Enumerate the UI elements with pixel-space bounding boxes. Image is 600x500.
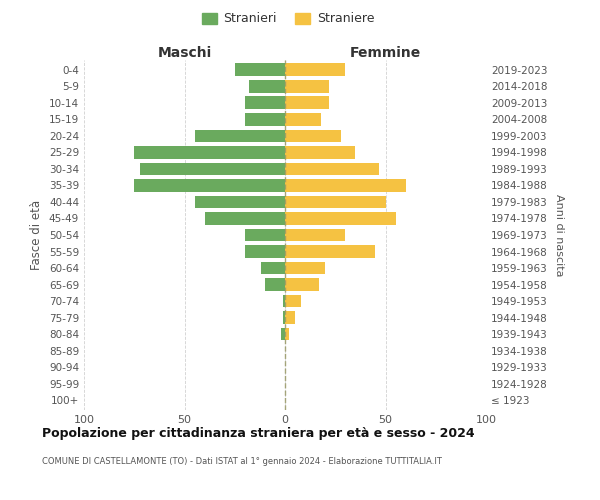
Bar (285, 311, 295, 324)
Bar (265, 278, 285, 291)
Bar (134, 146, 285, 159)
Bar (285, 328, 289, 340)
Bar (235, 64, 285, 76)
Bar (285, 80, 329, 93)
Bar (283, 294, 285, 308)
Bar (285, 262, 325, 274)
Bar (285, 162, 379, 175)
Bar (285, 212, 395, 225)
Bar (285, 96, 329, 110)
Bar (245, 113, 285, 126)
Bar (285, 294, 301, 308)
Text: Popolazione per cittadinanza straniera per età e sesso - 2024: Popolazione per cittadinanza straniera p… (42, 428, 475, 440)
Bar (140, 162, 285, 175)
Bar (245, 228, 285, 241)
Bar (285, 278, 319, 291)
Bar (285, 64, 346, 76)
Bar (285, 196, 386, 208)
Bar (249, 80, 285, 93)
Legend: Stranieri, Straniere: Stranieri, Straniere (198, 8, 378, 29)
Text: Femmine: Femmine (350, 46, 421, 60)
Bar (194, 196, 285, 208)
Bar (261, 262, 285, 274)
Bar (285, 228, 346, 241)
Bar (285, 130, 341, 142)
Bar (205, 212, 285, 225)
Text: COMUNE DI CASTELLAMONTE (TO) - Dati ISTAT al 1° gennaio 2024 - Elaborazione TUTT: COMUNE DI CASTELLAMONTE (TO) - Dati ISTA… (42, 458, 442, 466)
Bar (283, 311, 285, 324)
Bar (134, 179, 285, 192)
Bar (285, 113, 321, 126)
Bar (285, 245, 376, 258)
Bar (281, 328, 285, 340)
Y-axis label: Anni di nascita: Anni di nascita (554, 194, 564, 276)
Bar (245, 96, 285, 110)
Bar (194, 130, 285, 142)
Y-axis label: Fasce di età: Fasce di età (31, 200, 43, 270)
Bar (285, 146, 355, 159)
Bar (285, 179, 406, 192)
Text: Maschi: Maschi (157, 46, 212, 60)
Bar (245, 245, 285, 258)
